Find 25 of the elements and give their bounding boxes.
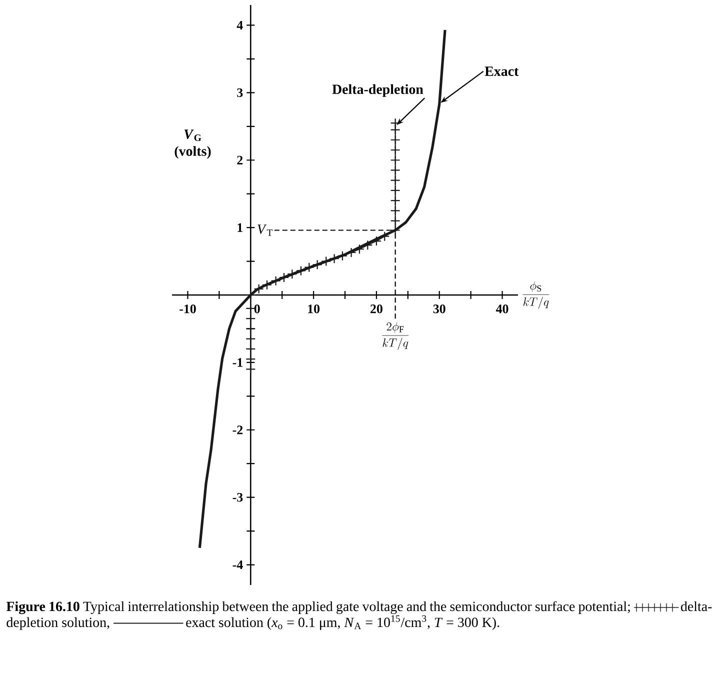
- annotation: Delta-depletion: [332, 84, 424, 97]
- y-tick-label: -4: [232, 560, 243, 570]
- x-tick-label: 30: [433, 304, 446, 314]
- text: Figure 16.10 Typical interrelationship between the applied gate voltage and the semiconductor surface potential;: [6, 601, 630, 614]
- text: delta-: [680, 601, 712, 612]
- y-tick-label: -1: [232, 358, 242, 367]
- text: depletion solution,: [6, 617, 110, 630]
- ref-line-label: $\frac{2\phi_{\mathrm{F}}}{kT/q}$: [382, 322, 409, 350]
- ref-line-label: V$_{T}$: [258, 224, 273, 236]
- y-axis-title: V$_{G}$ (volts): [174, 130, 211, 159]
- x-axis-title: $\frac{\phi_{\mathrm{S}}}{kT/q}$: [522, 281, 550, 309]
- legend-label: exact solution: [186, 617, 264, 628]
- y-tick-label: 3: [237, 88, 243, 98]
- x-tick-label: 40: [496, 304, 508, 314]
- y-tick-label: 4: [236, 20, 243, 30]
- x-tick-label: 20: [370, 304, 382, 314]
- text: (x$_{o}$ = 0.1 μm, N$_{A}$ = 10$^{15}$/cm$^{3}$, T = 300 K).: [268, 615, 500, 630]
- y-tick-label: 1: [238, 223, 242, 232]
- y-tick-label: -3: [232, 492, 243, 502]
- annotation: Exact: [484, 66, 519, 76]
- x-tick-label: 0: [254, 304, 260, 314]
- x-tick-label: -10: [180, 304, 196, 314]
- y-tick-label: 2: [237, 156, 243, 164]
- x-tick-label: 10: [308, 304, 320, 314]
- y-tick-label: -2: [232, 426, 243, 434]
